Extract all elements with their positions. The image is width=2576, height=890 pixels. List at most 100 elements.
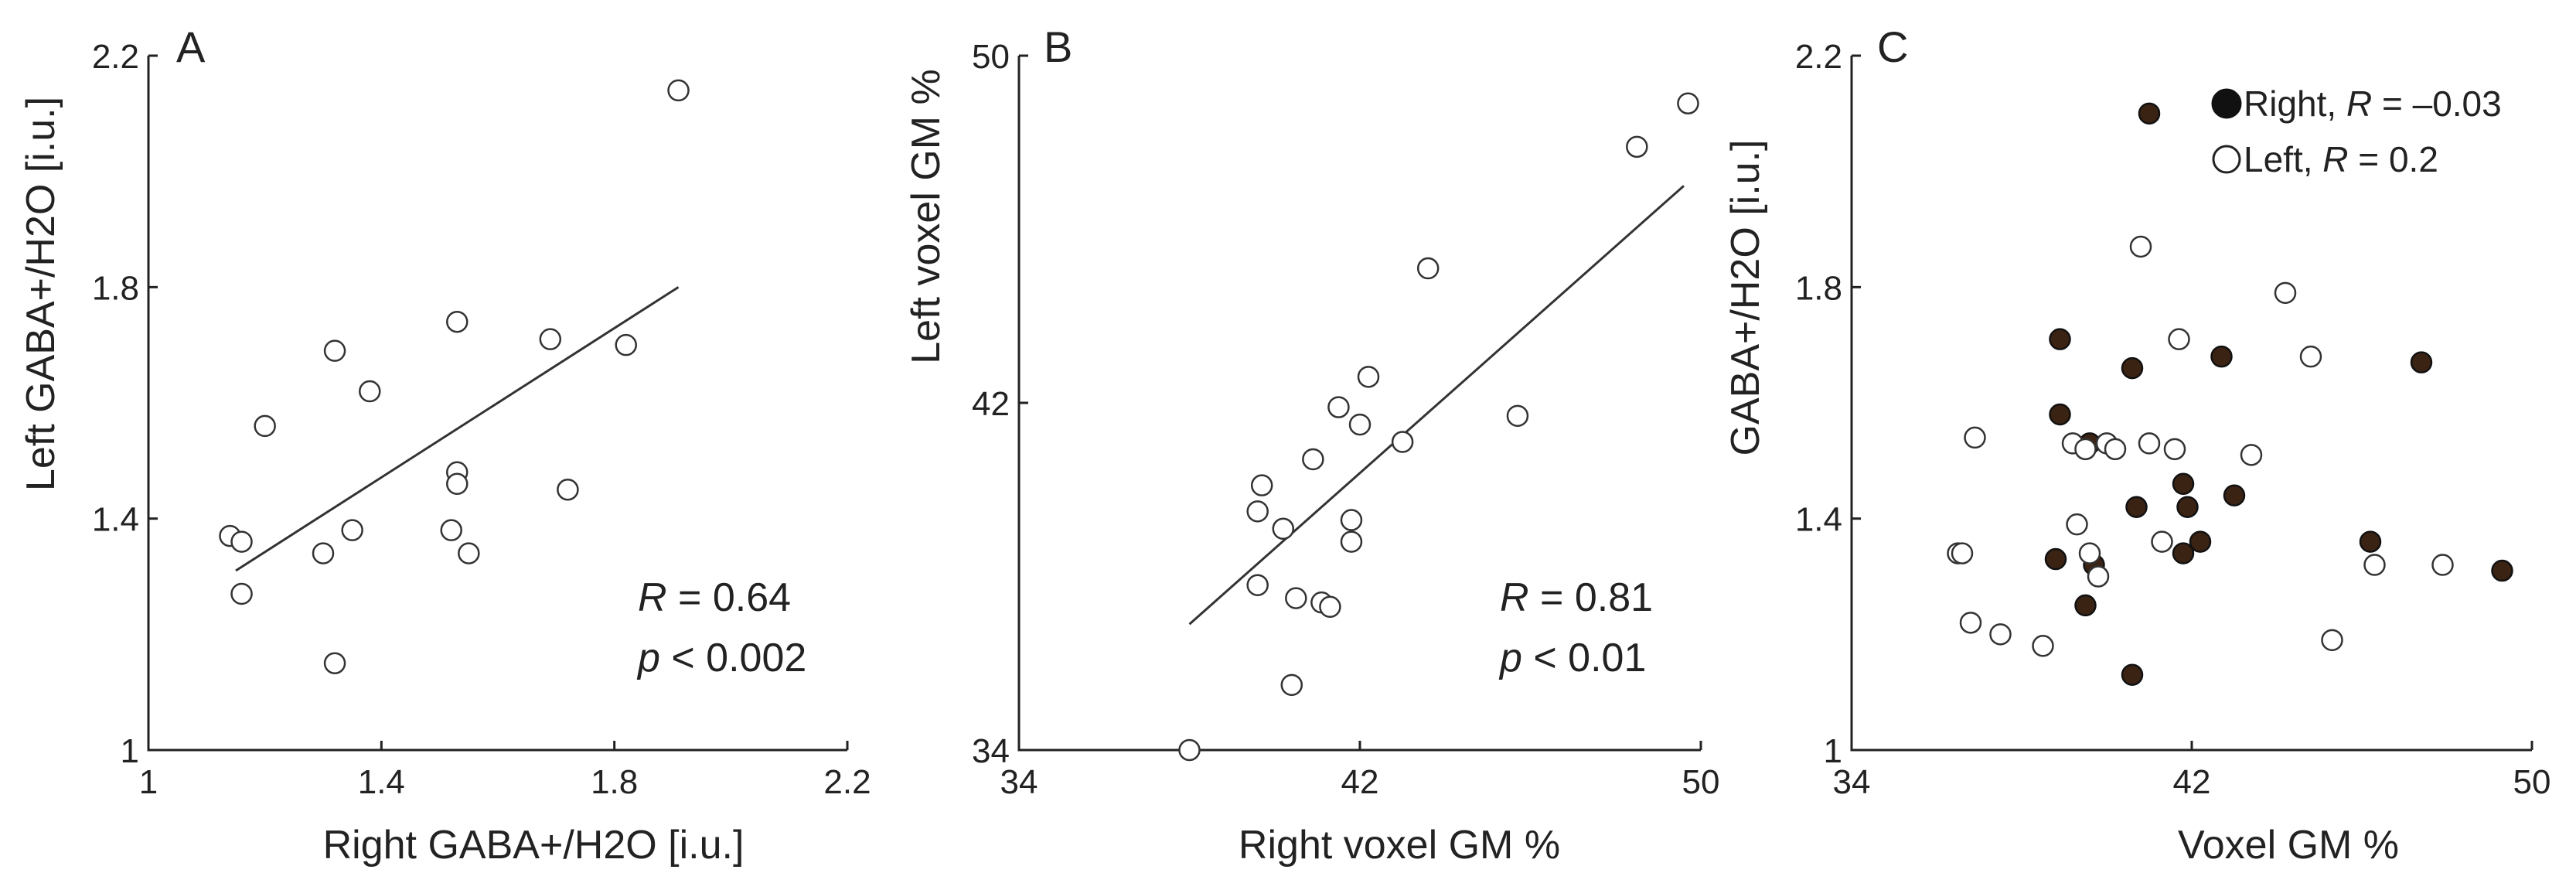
panel-b-x-tick-label: 50 bbox=[1682, 763, 1720, 801]
panel-a-p-symbol: p bbox=[636, 636, 660, 680]
panel-b-open-point bbox=[1357, 366, 1380, 388]
panel-b-open-point bbox=[1280, 673, 1303, 697]
panel-c: 34 42 50 1 1.4 1.8 2.2 C Voxel GM % GABA+/H2O … bbox=[1723, 22, 2550, 868]
panel-b-p-symbol: p bbox=[1498, 636, 1522, 680]
panel-a-p-value: < 0.002 bbox=[660, 636, 806, 680]
panel-c-filled-point bbox=[2176, 496, 2199, 518]
legend-right-label: Right, R = –0.03 bbox=[2244, 84, 2502, 124]
legend-right-r-symbol: R bbox=[2346, 84, 2372, 124]
panel-c-open-point bbox=[2299, 345, 2322, 368]
panel-b-fit-layer bbox=[1188, 185, 1685, 626]
panel-c-filled-point bbox=[2121, 356, 2144, 380]
panel-b-open-point bbox=[1340, 509, 1363, 531]
panel-c-x-tick-label: 34 bbox=[1833, 763, 1871, 801]
panel-c-open-point bbox=[1964, 426, 1986, 449]
panel-c-open-point bbox=[2087, 565, 2110, 588]
panel-b-x-tick-label: 42 bbox=[1341, 763, 1379, 801]
panel-c-open-point bbox=[2168, 328, 2190, 350]
panel-b-fit-line bbox=[1188, 185, 1685, 626]
panel-c-legend: Right, R = –0.03 Left, R = 0.2 bbox=[2211, 84, 2502, 179]
panel-b-x-tick-label: 34 bbox=[1000, 763, 1038, 801]
panel-a-open-point bbox=[557, 479, 579, 501]
panel-c-filled-point bbox=[2359, 530, 2382, 553]
panel-b-open-point bbox=[1677, 92, 1699, 114]
panel-a-fit-layer bbox=[235, 286, 680, 572]
panel-c-filled-point bbox=[2410, 351, 2433, 373]
panel-b-open-point bbox=[1302, 448, 1324, 471]
panel-c-points bbox=[1947, 102, 2513, 686]
panel-a-open-point bbox=[667, 79, 690, 102]
panel-c-open-point bbox=[2078, 542, 2101, 564]
panel-b-open-point bbox=[1327, 396, 1350, 418]
panel-a-open-point bbox=[230, 530, 253, 553]
panel-b-y-tick-label: 42 bbox=[972, 385, 1010, 423]
panel-a-x-axis-title: Right GABA+/H2O [i.u.] bbox=[323, 823, 745, 868]
panel-b-points bbox=[1178, 92, 1699, 762]
panel-c-open-point bbox=[2104, 438, 2127, 461]
panel-b-ticks: 34 42 50 34 42 50 bbox=[972, 38, 1719, 801]
panel-b-y-tick-label: 50 bbox=[972, 38, 1010, 76]
panel-a-open-point bbox=[359, 380, 381, 403]
panel-c-x-tick-label: 42 bbox=[2173, 763, 2211, 801]
panel-c-filled-point bbox=[2125, 496, 2148, 518]
panel-c-filled-point bbox=[2172, 472, 2195, 496]
panel-c-filled-point bbox=[2049, 403, 2071, 426]
panel-a-open-point bbox=[615, 333, 637, 356]
legend-right-r-value: = –0.03 bbox=[2372, 84, 2502, 124]
panel-c-open-point bbox=[2129, 235, 2152, 258]
panel-b-open-point bbox=[1626, 135, 1648, 159]
panel-c-filled-point bbox=[2172, 542, 2195, 564]
panel-c-open-point bbox=[2321, 629, 2343, 652]
panel-c-ticks: 34 42 50 1 1.4 1.8 2.2 bbox=[1795, 38, 2551, 801]
panel-b-open-point bbox=[1246, 500, 1269, 523]
panel-a-fit-line bbox=[235, 286, 680, 572]
panel-c-open-point bbox=[2431, 554, 2454, 576]
panel-a-open-point bbox=[323, 652, 346, 674]
panel-c-y-tick-label: 1.8 bbox=[1795, 269, 1842, 307]
panel-b-open-point bbox=[1250, 474, 1273, 496]
panel-b-r-value: = 0.81 bbox=[1529, 575, 1653, 620]
panel-b-letter: B bbox=[1044, 22, 1072, 71]
panel-c-filled-point bbox=[2049, 328, 2071, 350]
panel-a-points bbox=[219, 79, 690, 674]
panel-a-open-point bbox=[254, 414, 276, 438]
panel-c-y-tick-label: 1 bbox=[1824, 732, 1842, 770]
panel-b-y-tick-label: 34 bbox=[972, 732, 1010, 770]
panel-a-open-point bbox=[341, 519, 363, 541]
panel-b-y-axis-title: Left voxel GM % bbox=[904, 69, 949, 363]
panel-a-y-tick-label: 2.2 bbox=[92, 38, 139, 76]
panel-c-filled-point bbox=[2074, 594, 2097, 617]
panel-a-x-tick-label: 1.4 bbox=[358, 763, 405, 801]
panel-a-x-tick-label: 1.8 bbox=[591, 763, 638, 801]
panel-a-open-point bbox=[312, 542, 335, 564]
legend-right-marker bbox=[2211, 88, 2242, 119]
panel-a-p-stat: p < 0.002 bbox=[636, 636, 806, 680]
panel-c-x-axis-title: Voxel GM % bbox=[2178, 823, 2399, 868]
legend-left-r-value: = 0.2 bbox=[2349, 139, 2438, 179]
panel-a-open-point bbox=[446, 310, 469, 333]
panel-b-x-axis-title: Right voxel GM % bbox=[1239, 823, 1560, 868]
panel-c-open-point bbox=[2074, 438, 2097, 461]
panel-b-p-value: < 0.01 bbox=[1522, 636, 1646, 680]
panel-a-open-point bbox=[458, 542, 480, 564]
panel-b-open-point bbox=[1319, 595, 1341, 619]
panel-c-open-point bbox=[1951, 542, 1974, 564]
panel-c-y-axis-title: GABA+/H2O [i.u.] bbox=[1723, 140, 1768, 456]
legend-right-prefix: Right, bbox=[2244, 84, 2346, 124]
panel-c-open-point bbox=[2163, 438, 2186, 461]
panel-c-filled-point bbox=[2223, 484, 2246, 506]
legend-left-marker bbox=[2212, 145, 2241, 174]
panel-a-open-point bbox=[440, 519, 462, 541]
panel-c-letter: C bbox=[1877, 22, 1908, 71]
panel-c-open-point bbox=[2274, 281, 2297, 305]
panel-a-ticks: 1 1.4 1.8 2.2 1 1.4 1.8 2.2 bbox=[92, 38, 871, 801]
panel-c-open-point bbox=[2032, 635, 2054, 657]
panel-c-open-point bbox=[1989, 623, 2012, 646]
panel-c-filled-point bbox=[2138, 102, 2161, 125]
panel-b-p-stat: p < 0.01 bbox=[1498, 636, 1646, 680]
panel-c-x-tick-label: 50 bbox=[2513, 763, 2551, 801]
panel-b-open-point bbox=[1348, 413, 1371, 436]
panel-a-y-tick-label: 1.8 bbox=[92, 269, 139, 307]
panel-b-r-symbol: R bbox=[1500, 575, 1529, 620]
